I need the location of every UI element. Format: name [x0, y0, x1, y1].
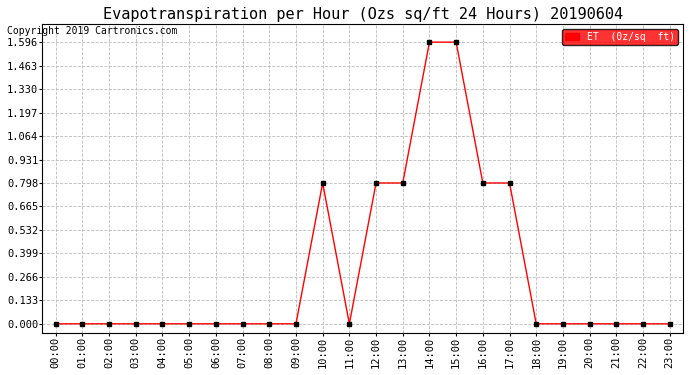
Text: Copyright 2019 Cartronics.com: Copyright 2019 Cartronics.com	[7, 26, 177, 36]
Title: Evapotranspiration per Hour (Ozs sq/ft 24 Hours) 20190604: Evapotranspiration per Hour (Ozs sq/ft 2…	[103, 7, 623, 22]
Legend: ET  (0z/sq  ft): ET (0z/sq ft)	[562, 29, 678, 45]
